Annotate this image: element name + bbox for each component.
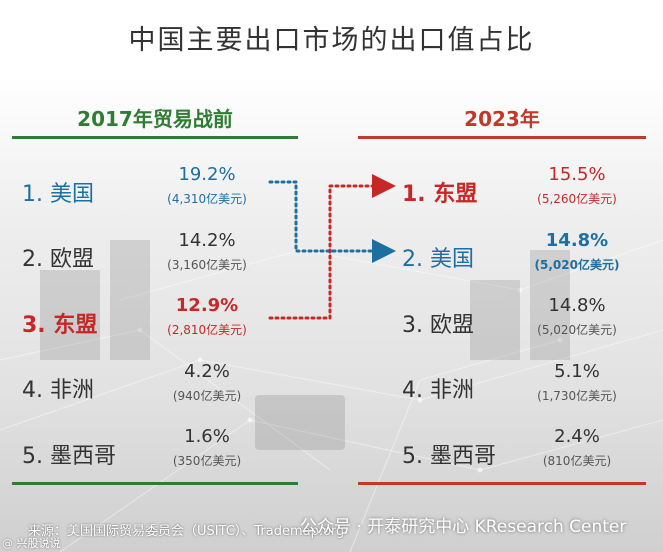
row-2017-5-share: 1.6% [184,426,230,447]
right-bottom-rule [358,482,646,485]
row-2023-5-name: 5. 墨西哥 [402,444,496,469]
row-2017-3-share: 12.9% [175,295,239,316]
left-bottom-rule [12,482,298,485]
arrow-usa-rank-change [268,180,396,263]
row-2017-2-value: (3,160亿美元) [167,258,247,272]
row-2017-4-value: (940亿美元) [172,389,242,403]
row-2017-3-name: 3. 东盟 [22,313,98,338]
row-2023-3-name: 3. 欧盟 [402,313,474,338]
period-header-2017: 2017年贸易战前 [77,107,233,131]
row-2017-1-share: 19.2% [178,164,236,185]
row-2017-4-name: 4. 非洲 [22,378,94,403]
arrow-asean-rank-change [268,174,396,320]
chart-title: 中国主要出口市场的出口值占比 [128,25,535,56]
row-2017-1-value: (4,310亿美元) [167,192,247,206]
row-2023-2-name: 2. 美国 [402,247,474,272]
row-2017-4-share: 4.2% [184,361,230,382]
row-2017-3-value: (2,810亿美元) [167,323,247,337]
row-2023-2-share: 14.8% [545,230,609,251]
period-header-2023: 2023年 [464,107,540,131]
row-2023-4-name: 4. 非洲 [402,378,474,403]
left-top-rule [12,136,298,139]
row-2023-3-value: (5,020亿美元) [537,323,617,337]
row-2023-4-share: 5.1% [554,361,600,382]
row-2017-5-value: (350亿美元) [172,454,242,468]
source-note: 来源：美国国际贸易委员会（USITC）、Trademap.org [28,524,345,539]
right-top-rule [358,136,646,139]
row-2017-1-name: 1. 美国 [22,182,94,207]
row-2017-2-share: 14.2% [178,230,236,251]
row-2023-1-name: 1. 东盟 [402,182,478,207]
row-2017-5-name: 5. 墨西哥 [22,444,116,469]
row-2023-5-share: 2.4% [554,426,600,447]
row-2017-2-name: 2. 欧盟 [22,247,94,272]
row-2023-1-share: 15.5% [548,164,606,185]
row-2023-3-share: 14.8% [548,295,606,316]
watermark-text: 公众号 · 开泰研究中心 KResearch Center [300,517,627,537]
row-2023-1-value: (5,260亿美元) [537,192,617,206]
row-2023-4-value: (1,730亿美元) [537,389,617,403]
row-2023-2-value: (5,020亿美元) [534,258,620,272]
row-2023-5-value: (810亿美元) [542,454,612,468]
corner-watermark: @ 兴股说说 [2,537,61,550]
